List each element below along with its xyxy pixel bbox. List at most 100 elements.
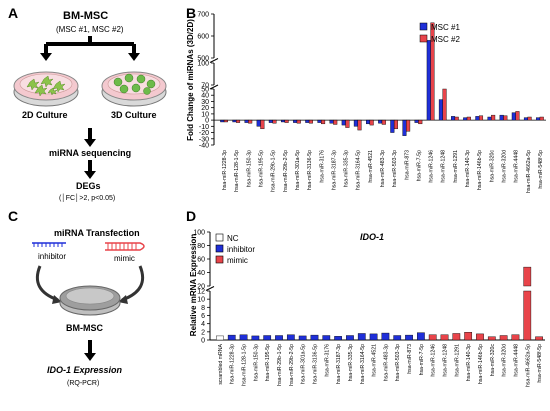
chart-b-x-tick-label: hsa-miR-335-3p: [344, 150, 350, 187]
chart-b-x-tick-label: hsa-miR-140-3p: [465, 150, 471, 187]
chart-b-x-tick-label: hsa-miR-146b-5p: [477, 150, 483, 190]
chart-b-x-tick-label: hsa-miR-483-3p: [380, 150, 386, 187]
chart-d-bar: [381, 332, 390, 341]
chart-d-x-tick-label: hsa-miR-1228-3p: [230, 344, 236, 384]
chart-b-bar-msc2: [296, 119, 301, 124]
chart-b-bar-msc2: [478, 115, 484, 121]
chart-d-x-tick-label: hsa-miR-548f-5p: [537, 344, 543, 383]
chart-b-bar-msc2: [418, 119, 423, 125]
panel-c-title: miRNA Transfection: [54, 228, 140, 238]
chart-b-axis-break: [209, 84, 219, 90]
panel-label-a: A: [8, 5, 19, 21]
chart-d-x-tick-label: hsa-miR-146b-5p: [478, 344, 484, 384]
chart-b-y-tick-label: -10: [199, 124, 209, 131]
chart-b-bar-msc2: [345, 119, 350, 128]
chart-d-x-tick-label: hsa-miR-128-1-5p: [242, 344, 248, 386]
chart-b-bar-msc2: [248, 119, 253, 124]
chart-d-bar: [523, 290, 532, 341]
chart-d-bar: [452, 333, 461, 341]
chart-b-x-tick-label: hsa-miR-1291: [453, 150, 459, 183]
chart-d-legend-swatch: [215, 244, 224, 253]
chart-b-y-tick-label: 700: [197, 12, 209, 19]
chart-b-axis-break: [209, 58, 219, 63]
chart-b-bar-msc2: [321, 119, 326, 125]
chart-b-x-tick-label: hsa-miR-4521: [368, 150, 374, 183]
chart-b-x-tick-label: hsa-miR-3136-5p: [307, 150, 313, 190]
chart-b-y-tick-label: 500: [197, 56, 209, 63]
chart-d-y-tick-label: 4: [201, 321, 205, 328]
chart-b-x-tick-label: hsa-miR-7-5p: [416, 150, 422, 182]
chart-b-bar-msc2: [369, 119, 374, 126]
chart-d-x-tick-label: hsa-miR-195-5p: [265, 344, 271, 381]
chart-d-bar: [476, 333, 484, 341]
chart-d-x-tick-label: hsa-miR-29b-1-5p: [277, 344, 283, 386]
chart-d-legend-label: mimic: [227, 256, 248, 265]
chart-d-bar: [334, 336, 342, 341]
chart-d-x-tick-label: hsa-miR-873: [407, 344, 413, 374]
chart-b-bar-msc2: [333, 119, 338, 125]
chart-d-bar: [440, 334, 449, 341]
chart-d-x-tick-label: hsa-miR-4662a-5p: [525, 344, 531, 387]
chart-d-x-tick-label: hsa-miR-3164-5p: [360, 344, 366, 384]
chart-d-y-tick-label: 0: [201, 338, 205, 345]
chart-b-x-tick-label: hsa-miR-4662a-5p: [526, 150, 532, 193]
chart-b-bar-msc2: [466, 116, 471, 121]
chart-d-bar: [263, 335, 272, 341]
chart-d-bar: [417, 332, 425, 341]
chart-b-x-tick-label: hsa-miR-195-5p: [259, 150, 265, 187]
chart-d-y-tick-label: 40: [197, 270, 205, 277]
chart-b-x-tick-label: hsa-miR-548f-5p: [538, 150, 544, 189]
chart-d-bar: [428, 334, 437, 341]
chart-b-y-tick-label: 20: [201, 105, 209, 112]
chart-d-y-tick-label: 60: [197, 257, 205, 264]
chart-d-x-tick-label: hsa-miR-320c: [490, 344, 496, 377]
chart-d-x-tick-label: hsa-miR-3176: [324, 344, 330, 377]
chart-b-bar-msc2: [430, 22, 435, 121]
chart-d-bar: [239, 334, 248, 341]
chart-b-bar-msc2: [406, 119, 411, 132]
chart-d-bar: [535, 336, 543, 341]
chart-d-x-tick-label: hsa-miR-1291: [454, 344, 460, 377]
chart-d-x-tick-label: hsa-miR-1246: [431, 344, 437, 377]
chart-b-bar-msc2: [491, 114, 496, 121]
chart-b-y-tick-label: 100: [197, 61, 209, 68]
chart-d-bar: [275, 335, 283, 341]
chart-b-y-tick-label: -20: [199, 130, 209, 137]
step-degs: DEGs: [76, 181, 101, 191]
chart-d-x-tick-label: hsa-miR-503-3p: [395, 344, 401, 381]
culture-3d-label: 3D Culture: [111, 110, 157, 120]
chart-b-legend-swatch: [419, 22, 428, 31]
chart-d-x-tick-label: hsa-miR-483-3p: [383, 344, 389, 381]
chart-b-y-tick-label: 50: [201, 87, 209, 94]
chart-b-y-tick-label: -40: [199, 143, 209, 150]
chart-d-bar: [322, 335, 331, 341]
chart-b-x-tick-label: hsa-miR-1248: [441, 150, 447, 183]
chart-b-legend-label: MSC #2: [431, 35, 460, 44]
chart-d-legend-label: inhibitor: [227, 245, 255, 254]
chart-d-y-tick-label: 10: [197, 297, 205, 304]
chart-b-legend-swatch: [419, 34, 428, 43]
chart-b-x-tick-label: hsa-miR-3164-5p: [356, 150, 362, 190]
chart-b-bar-msc2: [381, 119, 386, 125]
chart-d-x-tick-label: hsa-miR-150-3p: [253, 344, 259, 381]
chart-d-legend-label: NC: [227, 234, 239, 243]
chart-d-x-tick-label: hsa-miR-140-3p: [466, 344, 472, 381]
chart-b-y-tick-label: 40: [201, 93, 209, 100]
chart-d-x-tick-label: hsa-miR-3136-5p: [312, 344, 318, 384]
chart-b-bar-msc2: [236, 119, 241, 123]
chart-b-bar-msc2: [357, 119, 362, 131]
chart-d-bar: [464, 332, 473, 341]
chart-b-legend-label: MSC #1: [431, 23, 460, 32]
chart-d-x-tick-label: hsa-miR-301a-5p: [301, 344, 307, 384]
chart-b-x-tick-label: hsa-miR-3187-3p: [331, 150, 337, 190]
panel-a-title: BM-MSC: [63, 10, 109, 22]
chart-b-bar-msc2: [527, 116, 532, 121]
chart-b-x-tick-label: hsa-miR-301a-5p: [295, 150, 301, 190]
rq-pcr-label: (RQ-PCR): [67, 380, 100, 387]
chart-b-x-tick-label: hsa-miR-873: [404, 150, 410, 180]
chart-d-bar: [227, 334, 236, 341]
chart-b-x-tick-label: hsa-miR-29b-1-5p: [271, 150, 277, 192]
chart-d-bar: [405, 334, 413, 341]
chart-b-y-tick-label: -30: [199, 136, 209, 143]
